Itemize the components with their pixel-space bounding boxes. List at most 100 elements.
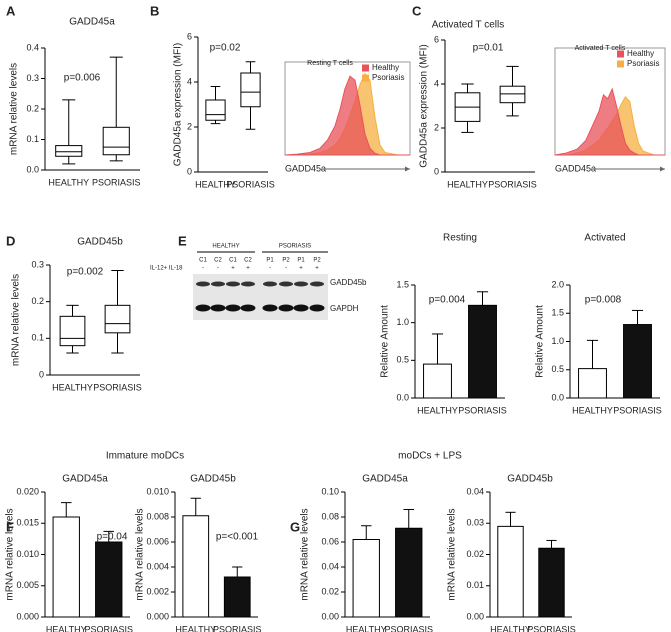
blot-band — [196, 281, 210, 287]
p-value: p=0.008 — [585, 295, 622, 306]
box — [104, 304, 131, 334]
y-tick-label: 0.03 — [466, 518, 484, 528]
lane-label: P1 — [266, 258, 274, 264]
blot-group: PSORIASIS — [279, 244, 311, 250]
treatment-sign: - — [217, 266, 219, 272]
y-tick-label: 0.1 — [26, 134, 39, 144]
box — [55, 145, 83, 157]
y-tick-label: 0.06 — [321, 536, 339, 546]
lane-label: C1 — [229, 258, 237, 264]
histogram-area — [284, 75, 410, 156]
p-value: p=0.01 — [473, 43, 504, 54]
p-value: p=0.006 — [64, 73, 101, 84]
x-tick-label: HEALTHY — [447, 179, 488, 189]
y-tick-label: 0.08 — [321, 511, 339, 521]
bar — [578, 368, 607, 399]
bar — [95, 541, 123, 618]
chart-title: GADD45a — [362, 474, 408, 485]
lane-label: C2 — [214, 258, 222, 264]
panel-label: C — [412, 3, 422, 18]
x-axis-label: GADD45a — [555, 163, 596, 173]
blot-band — [294, 281, 308, 287]
panel-label: E — [178, 233, 187, 248]
x-tick-label: HEALTHY — [490, 624, 531, 632]
p-value: p=0.02 — [210, 43, 241, 54]
bar — [352, 539, 380, 618]
blot-membrane — [193, 274, 328, 320]
group-title: Immature moDCs — [106, 451, 184, 462]
box — [59, 315, 86, 347]
blot-band — [240, 304, 256, 312]
y-tick-label: 0.002 — [146, 586, 169, 596]
y-tick-label: 0.02 — [321, 586, 339, 596]
x-arrowhead — [405, 166, 410, 172]
lane-label: P1 — [297, 258, 305, 264]
panel-label: A — [6, 3, 16, 18]
y-tick-label: 0.006 — [146, 536, 169, 546]
bar — [538, 547, 565, 618]
y-tick-label: 0.02 — [466, 549, 484, 559]
y-tick-label: 0.5 — [396, 355, 409, 365]
chart-title: Resting T cells — [307, 60, 353, 67]
legend-swatch — [617, 60, 624, 68]
chart-title: GADD45b — [507, 474, 553, 485]
chart-title: Activated — [584, 233, 625, 244]
y-tick-label: 0.010 — [146, 486, 169, 496]
y-axis-label: mRNA relative levels — [447, 508, 458, 600]
y-axis-label: mRNA relative levels — [135, 508, 146, 600]
y-tick-label: 1.5 — [396, 279, 409, 289]
bar — [52, 516, 80, 618]
x-tick-label: PSORIASIS — [226, 179, 275, 189]
x-tick-label: HEALTHY — [175, 624, 216, 632]
panel-label: G — [290, 519, 300, 534]
bar — [223, 576, 251, 618]
x-tick-label: HEALTHY — [417, 405, 458, 415]
y-tick-label: 0.008 — [146, 511, 169, 521]
legend-label: Healthy — [372, 63, 399, 72]
p-value: p=<0.001 — [216, 532, 259, 543]
y-axis-label: Relative Amount — [380, 305, 391, 378]
y-tick-label: 1.0 — [396, 317, 409, 327]
y-tick-label: 1.5 — [551, 308, 564, 318]
x-tick-label: PSORIASIS — [488, 179, 537, 189]
y-axis-label: mRNA relative levels — [11, 274, 22, 366]
y-tick-label: 0.000 — [16, 611, 39, 621]
blot-band — [226, 281, 240, 287]
x-tick-label: HEALTHY — [52, 382, 93, 392]
lane-label: C1 — [199, 258, 207, 264]
y-axis-label: GADD45a expression (MFI) — [173, 43, 184, 166]
x-tick-label: PSORIASIS — [458, 405, 507, 415]
y-tick-label: 0.0 — [551, 392, 564, 402]
bar — [395, 527, 423, 618]
x-tick-label: PSORIASIS — [384, 624, 433, 632]
y-tick-label: 0.01 — [466, 580, 484, 590]
treatment-sign: - — [202, 266, 204, 272]
group-title: moDCs + LPS — [398, 451, 462, 462]
y-axis-label: mRNA relative levels — [300, 508, 311, 600]
y-tick-label: 4 — [434, 78, 439, 88]
treatment-sign: - — [269, 266, 271, 272]
chart-title: Activated T cells — [575, 45, 626, 52]
chart-title: GADD45a — [62, 474, 108, 485]
y-tick-label: 0.020 — [16, 486, 39, 496]
y-tick-label: 0.010 — [16, 549, 39, 559]
treatment-sign: + — [246, 266, 250, 272]
legend-label: Healthy — [627, 49, 654, 58]
box — [205, 99, 226, 121]
x-tick-label: HEALTHY — [346, 624, 387, 632]
y-tick-label: 0.000 — [146, 611, 169, 621]
y-tick-label: 0.005 — [16, 580, 39, 590]
y-tick-label: 0 — [39, 369, 44, 379]
legend-swatch — [362, 64, 369, 72]
y-tick-label: 6 — [187, 31, 192, 41]
histogram-area — [554, 87, 665, 156]
chart-title: GADD45b — [77, 237, 123, 248]
y-tick-label: 0.4 — [26, 42, 39, 52]
blot-band — [210, 304, 226, 312]
legend-swatch — [362, 74, 369, 82]
treatment-sign: + — [315, 266, 319, 272]
x-tick-label: HEALTHY — [572, 405, 613, 415]
bar — [423, 363, 452, 399]
bar — [623, 324, 652, 399]
lane-label: P2 — [282, 258, 290, 264]
